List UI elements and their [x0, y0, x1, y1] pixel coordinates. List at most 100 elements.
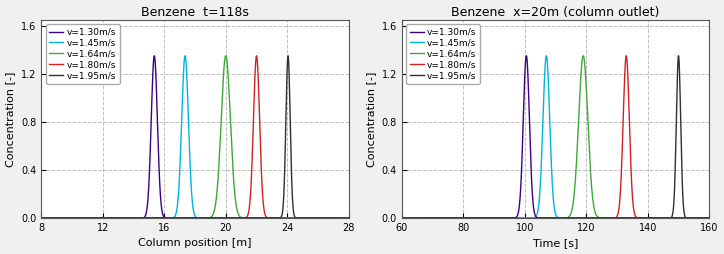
v=1.30m/s [266, 216, 275, 219]
Legend: v=1.30m/s, v=1.45m/s, v=1.64m/s, v=1.80m/s, v=1.95m/s: v=1.30m/s, v=1.45m/s, v=1.64m/s, v=1.80m… [46, 24, 119, 84]
v=1.30m/s [222, 216, 230, 219]
v=1.30m/s [397, 216, 406, 219]
v=1.64m/s [582, 86, 591, 89]
v=1.45m/s [222, 216, 230, 219]
v=1.95m/s [237, 216, 245, 219]
v=1.45m/s [397, 216, 406, 219]
v=1.95m/s [284, 54, 292, 57]
v=1.80m/s [397, 216, 406, 219]
v=1.64m/s [222, 54, 230, 57]
v=1.95m/s [345, 216, 353, 219]
v=1.64m/s [705, 216, 714, 219]
v=1.30m/s [345, 216, 353, 219]
v=1.95m/s [650, 216, 659, 219]
v=1.30m/s [453, 216, 462, 219]
Line: v=1.80m/s: v=1.80m/s [41, 56, 349, 218]
v=1.45m/s [154, 216, 163, 219]
v=1.95m/s [627, 216, 636, 219]
Line: v=1.45m/s: v=1.45m/s [41, 56, 349, 218]
v=1.95m/s [37, 216, 46, 219]
v=1.30m/s [522, 54, 531, 57]
Y-axis label: Concentration [-]: Concentration [-] [366, 71, 376, 167]
Title: Benzene  x=20m (column outlet): Benzene x=20m (column outlet) [451, 6, 660, 19]
v=1.45m/s [237, 216, 245, 219]
Line: v=1.30m/s: v=1.30m/s [41, 56, 349, 218]
v=1.95m/s [290, 214, 298, 217]
Line: v=1.64m/s: v=1.64m/s [402, 56, 710, 218]
v=1.30m/s [154, 162, 163, 165]
v=1.30m/s [93, 216, 101, 219]
v=1.45m/s [597, 216, 606, 219]
Line: v=1.30m/s: v=1.30m/s [402, 56, 710, 218]
v=1.95m/s [93, 216, 101, 219]
v=1.64m/s [579, 54, 588, 57]
v=1.80m/s [650, 216, 659, 219]
v=1.45m/s [345, 216, 353, 219]
X-axis label: Time [s]: Time [s] [533, 239, 578, 248]
v=1.80m/s [222, 216, 230, 219]
v=1.95m/s [582, 216, 591, 219]
v=1.80m/s [266, 216, 275, 219]
v=1.80m/s [705, 216, 714, 219]
v=1.80m/s [237, 216, 245, 219]
Line: v=1.64m/s: v=1.64m/s [41, 56, 349, 218]
v=1.64m/s [237, 216, 245, 219]
v=1.45m/s [93, 216, 101, 219]
v=1.30m/s [650, 216, 659, 219]
Y-axis label: Concentration [-]: Concentration [-] [6, 71, 15, 167]
Line: v=1.45m/s: v=1.45m/s [402, 56, 710, 218]
Line: v=1.95m/s: v=1.95m/s [402, 56, 710, 218]
v=1.95m/s [705, 216, 714, 219]
v=1.30m/s [290, 216, 298, 219]
v=1.64m/s [222, 54, 230, 57]
Line: v=1.95m/s: v=1.95m/s [41, 56, 349, 218]
v=1.45m/s [453, 216, 462, 219]
v=1.45m/s [515, 216, 523, 219]
v=1.80m/s [622, 54, 631, 57]
v=1.30m/s [705, 216, 714, 219]
v=1.30m/s [237, 216, 245, 219]
v=1.95m/s [266, 216, 275, 219]
v=1.80m/s [582, 216, 591, 219]
v=1.95m/s [154, 216, 163, 219]
v=1.64m/s [266, 216, 275, 219]
v=1.30m/s [597, 216, 606, 219]
v=1.30m/s [627, 216, 636, 219]
v=1.30m/s [515, 205, 523, 208]
v=1.80m/s [37, 216, 46, 219]
v=1.80m/s [515, 216, 523, 219]
v=1.64m/s [650, 216, 659, 219]
Legend: v=1.30m/s, v=1.45m/s, v=1.64m/s, v=1.80m/s, v=1.95m/s: v=1.30m/s, v=1.45m/s, v=1.64m/s, v=1.80m… [406, 24, 480, 84]
v=1.64m/s [453, 216, 462, 219]
v=1.95m/s [674, 54, 683, 57]
v=1.95m/s [222, 216, 230, 219]
v=1.45m/s [542, 54, 551, 57]
Line: v=1.80m/s: v=1.80m/s [402, 56, 710, 218]
v=1.80m/s [290, 216, 298, 219]
v=1.80m/s [252, 54, 261, 57]
v=1.64m/s [154, 216, 163, 219]
v=1.30m/s [37, 216, 46, 219]
X-axis label: Column position [m]: Column position [m] [138, 239, 252, 248]
v=1.80m/s [93, 216, 101, 219]
v=1.30m/s [582, 216, 591, 219]
v=1.64m/s [627, 216, 636, 219]
v=1.45m/s [650, 216, 659, 219]
v=1.30m/s [269, 216, 277, 219]
v=1.95m/s [515, 216, 523, 219]
v=1.64m/s [93, 216, 101, 219]
v=1.45m/s [705, 216, 714, 219]
v=1.45m/s [181, 54, 190, 57]
v=1.45m/s [37, 216, 46, 219]
v=1.64m/s [290, 216, 298, 219]
v=1.64m/s [397, 216, 406, 219]
v=1.45m/s [290, 216, 298, 219]
v=1.95m/s [453, 216, 462, 219]
v=1.30m/s [150, 54, 159, 57]
v=1.80m/s [345, 216, 353, 219]
v=1.95m/s [397, 216, 406, 219]
v=1.45m/s [627, 216, 636, 219]
v=1.45m/s [582, 216, 591, 219]
Title: Benzene  t=118s: Benzene t=118s [141, 6, 249, 19]
v=1.64m/s [345, 216, 353, 219]
